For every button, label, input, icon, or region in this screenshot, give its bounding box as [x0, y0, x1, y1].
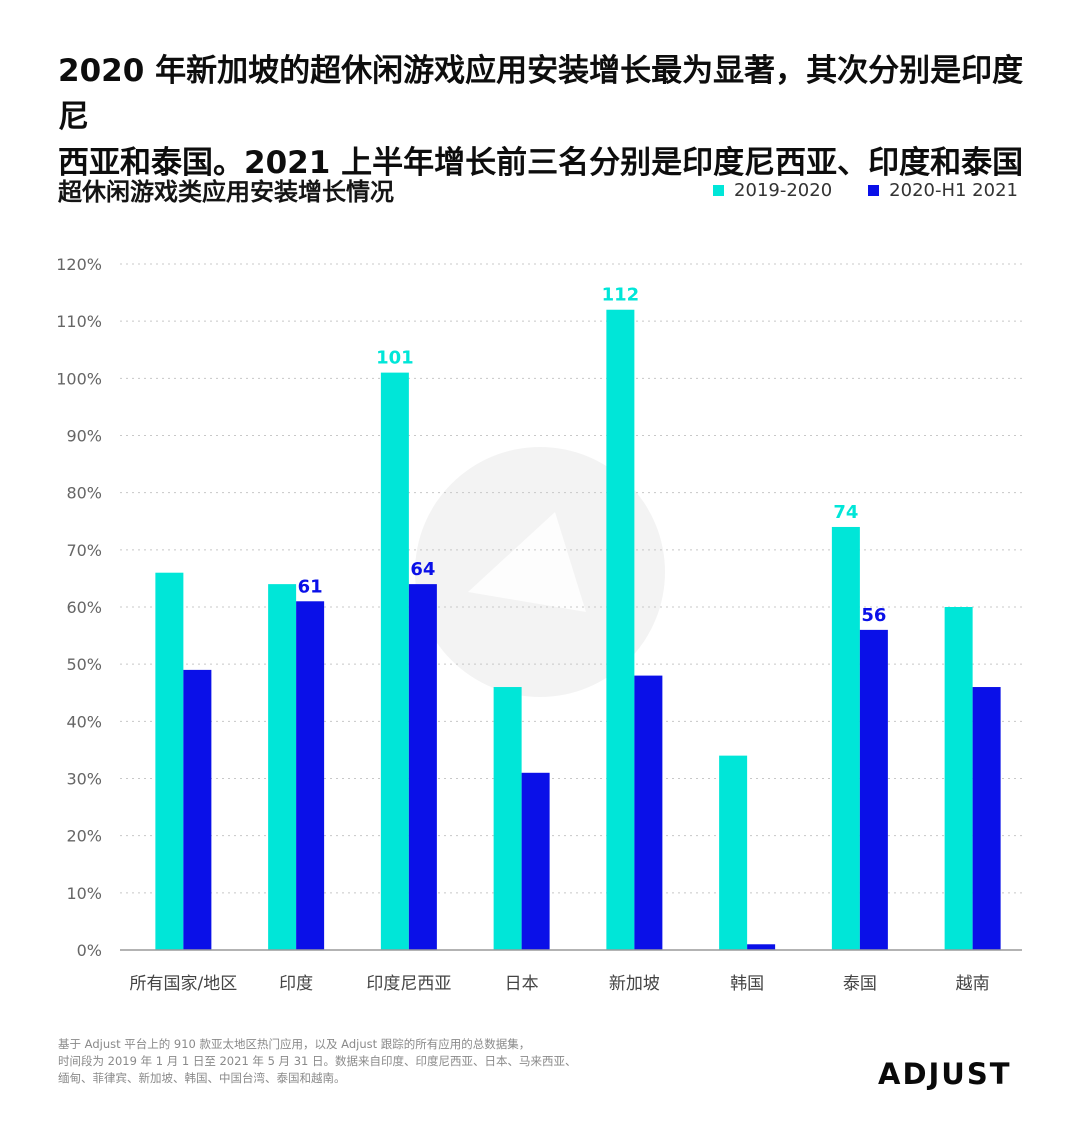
y-tick-label: 70%	[66, 541, 102, 560]
y-tick-label: 110%	[56, 312, 102, 331]
x-tick-label: 所有国家/地区	[130, 974, 238, 994]
legend-label-2020-h1-2021: 2020-H1 2021	[889, 180, 1018, 201]
data-label: 61	[298, 576, 323, 597]
y-tick-label: 30%	[66, 770, 102, 789]
legend-item-2020-h1-2021: 2020-H1 2021	[868, 180, 1018, 201]
data-label: 64	[410, 559, 435, 580]
data-label: 112	[602, 285, 640, 306]
x-tick-label: 新加坡	[609, 974, 660, 994]
footnote-line-2: 时间段为 2019 年 1 月 1 日至 2021 年 5 月 31 日。数据来…	[58, 1054, 577, 1068]
bar-series2	[747, 944, 776, 950]
brand-wordmark: ADJUST	[878, 1057, 1012, 1091]
headline-line-2: 西亚和泰国。2021 上半年增长前三名分别是印度尼西亚、印度和泰国	[58, 145, 1024, 181]
y-tick-label: 80%	[66, 484, 102, 503]
bar-series2	[972, 687, 1001, 950]
x-tick-label: 印度	[279, 974, 313, 994]
data-label: 56	[861, 605, 886, 626]
y-tick-label: 120%	[56, 255, 102, 274]
x-tick-label: 韩国	[730, 974, 764, 994]
legend-item-2019-2020: 2019-2020	[713, 180, 832, 201]
bar-series1	[155, 572, 184, 950]
legend-swatch-2019-2020	[713, 185, 725, 196]
watermark-logo-mark	[468, 512, 586, 612]
y-tick-label: 100%	[56, 369, 102, 388]
page-headline: 2020 年新加坡的超休闲游戏应用安装增长最为显著，其次分别是印度尼 西亚和泰国…	[58, 48, 1028, 186]
bar-series2	[183, 669, 212, 950]
y-tick-label: 0%	[77, 941, 102, 960]
bar-series2	[859, 629, 888, 950]
data-label: 74	[833, 502, 858, 523]
x-tick-label: 印度尼西亚	[366, 974, 451, 994]
bar-series2	[296, 601, 325, 950]
bar-series1	[268, 584, 297, 950]
footnote-line-1: 基于 Adjust 平台上的 910 款亚太地区热门应用，以及 Adjust 跟…	[58, 1037, 531, 1051]
bar-series1	[380, 372, 409, 950]
x-tick-label: 日本	[505, 974, 539, 994]
chart-title: 超休闲游戏类应用安装增长情况	[58, 178, 394, 206]
y-tick-label: 20%	[66, 827, 102, 846]
bar-series1	[831, 526, 860, 950]
x-tick-label: 越南	[956, 974, 990, 994]
legend-label-2019-2020: 2019-2020	[734, 180, 833, 201]
bar-series1	[493, 687, 522, 950]
chart-legend: 2019-2020 2020-H1 2021	[713, 180, 1018, 201]
footnote-line-3: 缅甸、菲律宾、新加坡、韩国、中国台湾、泰国和越南。	[58, 1071, 346, 1085]
bar-series2	[521, 772, 550, 950]
bar-series1	[719, 755, 748, 950]
y-tick-label: 60%	[66, 598, 102, 617]
adjust-logo: ADJUST	[878, 1054, 1028, 1094]
bar-series1	[606, 309, 635, 950]
bar-series2	[634, 675, 663, 950]
data-label: 101	[376, 348, 414, 369]
y-tick-label: 50%	[66, 655, 102, 674]
y-tick-label: 90%	[66, 427, 102, 446]
y-tick-label: 10%	[66, 884, 102, 903]
y-tick-label: 40%	[66, 712, 102, 731]
bar-series2	[408, 584, 437, 950]
source-footnote: 基于 Adjust 平台上的 910 款亚太地区热门应用，以及 Adjust 跟…	[58, 1036, 618, 1087]
bar-series1	[944, 607, 973, 950]
x-tick-label: 泰国	[843, 974, 877, 994]
headline-line-1: 2020 年新加坡的超休闲游戏应用安装增长最为显著，其次分别是印度尼	[58, 53, 1024, 135]
legend-swatch-2020-h1-2021	[868, 185, 880, 196]
